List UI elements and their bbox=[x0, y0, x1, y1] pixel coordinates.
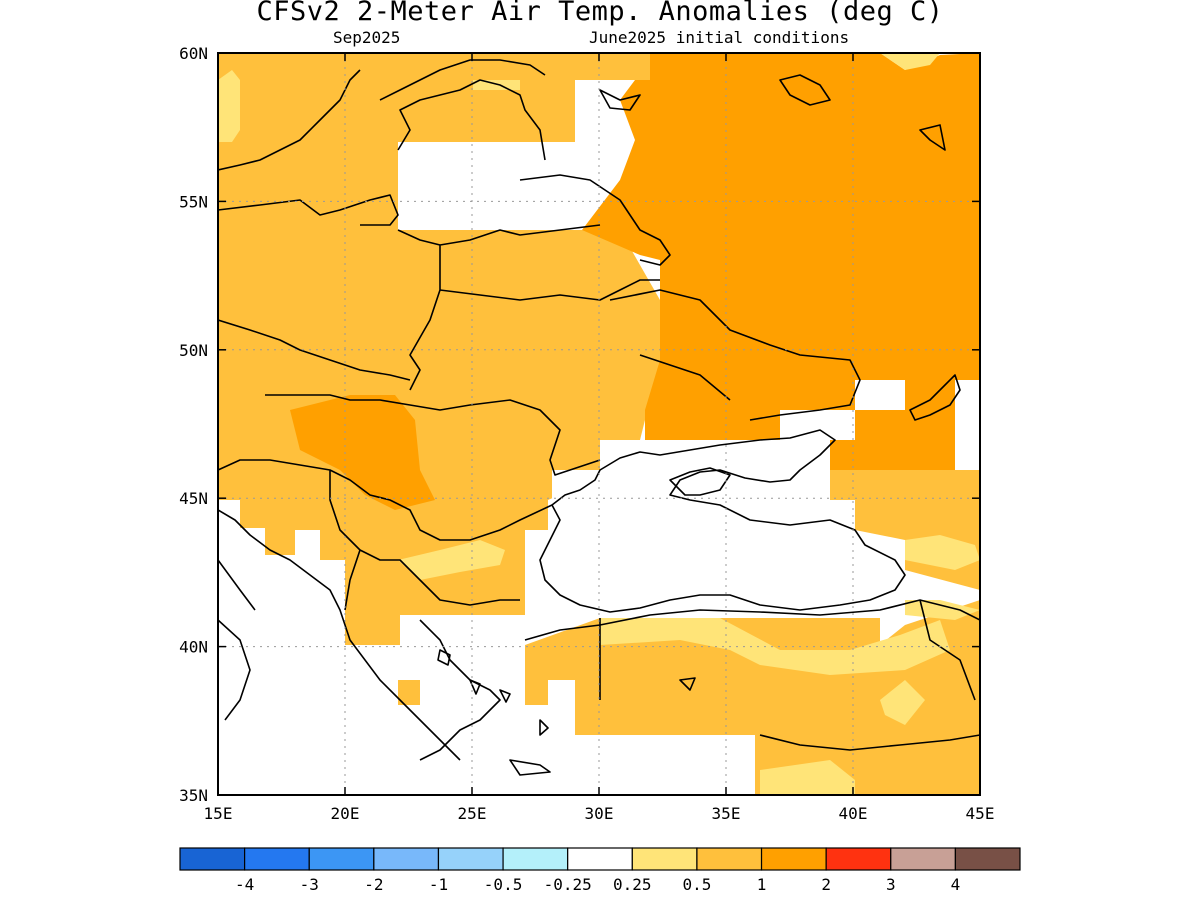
legend-label: -4 bbox=[235, 875, 254, 894]
legend-label: -2 bbox=[364, 875, 383, 894]
baltic-coast bbox=[218, 69, 399, 226]
legend-label: 2 bbox=[821, 875, 831, 894]
eastern-europe-borders bbox=[397, 174, 671, 391]
graticule bbox=[218, 53, 980, 795]
region-mid bbox=[218, 53, 650, 230]
legend-label: -0.5 bbox=[484, 875, 523, 894]
baltic-east-coast bbox=[397, 79, 546, 161]
adriatic-coast bbox=[218, 509, 461, 761]
region-mid bbox=[218, 230, 660, 645]
region-strong bbox=[582, 53, 980, 440]
legend-swatch bbox=[696, 847, 763, 871]
black-sea-coastline bbox=[539, 429, 906, 613]
italy-coast bbox=[218, 559, 256, 721]
lon-label: 25E bbox=[458, 804, 487, 823]
lat-label: 55N bbox=[179, 192, 208, 211]
ladoga bbox=[599, 89, 641, 111]
region-light bbox=[600, 618, 950, 675]
balkan-borders bbox=[218, 459, 553, 611]
lat-label: 35N bbox=[179, 786, 208, 805]
legend-swatch bbox=[502, 847, 569, 871]
legend-label: 4 bbox=[951, 875, 961, 894]
region-light bbox=[905, 535, 980, 570]
legend-label: 3 bbox=[886, 875, 896, 894]
figure-title: CFSv2 2-Meter Air Temp. Anomalies (deg C… bbox=[256, 0, 944, 27]
crimea-coast bbox=[669, 467, 731, 496]
region-light bbox=[218, 70, 240, 142]
legend-swatch bbox=[567, 847, 633, 871]
legend-label: 1 bbox=[757, 875, 767, 894]
finland-coast bbox=[379, 59, 546, 101]
lat-label: 50N bbox=[179, 341, 208, 360]
volga-lakes bbox=[779, 74, 946, 151]
caspian-sea bbox=[909, 374, 961, 421]
lat-label: 45N bbox=[179, 489, 208, 508]
lon-label: 20E bbox=[331, 804, 360, 823]
turkey-borders bbox=[524, 599, 980, 751]
carpathian-borders bbox=[218, 319, 601, 476]
region-light bbox=[473, 80, 520, 90]
lon-label: 45E bbox=[966, 804, 995, 823]
region-light bbox=[398, 540, 505, 580]
region-neutral bbox=[218, 500, 295, 600]
legend-label: -0.25 bbox=[544, 875, 592, 894]
color-legend: -4 -3 -2 -1 -0.5 -0.25 0.25 0.5 1 2 3 4 bbox=[179, 847, 1021, 894]
greece-coast bbox=[419, 619, 501, 761]
legend-label: 0.25 bbox=[613, 875, 652, 894]
region-light bbox=[880, 53, 940, 70]
legend-swatch bbox=[373, 847, 440, 871]
lon-label: 30E bbox=[585, 804, 614, 823]
russia-east-borders bbox=[609, 289, 861, 421]
region-mid bbox=[398, 680, 420, 705]
legend-swatch bbox=[890, 847, 956, 871]
legend-swatch bbox=[437, 847, 504, 871]
legend-swatch bbox=[308, 847, 375, 871]
region-strong bbox=[830, 410, 955, 470]
lat-label: 60N bbox=[179, 44, 208, 63]
legend-label: 0.5 bbox=[682, 875, 711, 894]
legend-swatch bbox=[825, 847, 892, 871]
legend-label: -3 bbox=[300, 875, 319, 894]
region-light bbox=[880, 680, 925, 725]
boundaries bbox=[218, 59, 980, 776]
aegean-islands bbox=[437, 649, 696, 776]
initial-conditions-label: June2025 initial conditions bbox=[589, 28, 850, 47]
region-neutral bbox=[525, 440, 905, 618]
legend-swatch bbox=[179, 847, 246, 871]
region-strong bbox=[290, 395, 435, 510]
region-neutral bbox=[218, 590, 755, 795]
lon-label: 15E bbox=[204, 804, 233, 823]
legend-swatch bbox=[244, 847, 310, 871]
lon-label: 35E bbox=[712, 804, 741, 823]
legend-swatch bbox=[631, 847, 698, 871]
valid-month-label: Sep2025 bbox=[333, 28, 401, 47]
region-light bbox=[760, 760, 855, 795]
legend-swatch bbox=[760, 847, 827, 871]
lat-label: 40N bbox=[179, 638, 208, 657]
lon-label: 40E bbox=[839, 804, 868, 823]
legend-swatch bbox=[954, 847, 1021, 871]
legend-label: -1 bbox=[429, 875, 448, 894]
